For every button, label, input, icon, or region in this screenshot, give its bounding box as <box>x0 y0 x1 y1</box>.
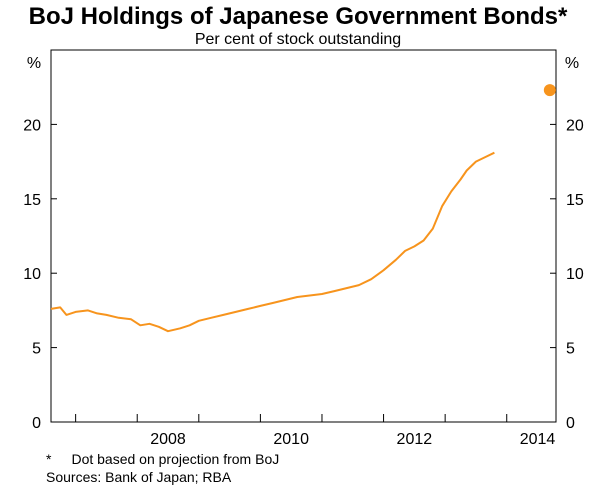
footnote-sources: Sources: Bank of Japan; RBA <box>46 469 231 485</box>
axis-ticks <box>51 123 556 423</box>
x-tick-label: 2014 <box>520 431 556 448</box>
chart-subtitle: Per cent of stock outstanding <box>195 31 401 48</box>
y-tick-label-left: 0 <box>32 415 41 432</box>
footnote-marker: * <box>46 451 52 467</box>
y-tick-label-right: 20 <box>566 117 584 134</box>
series-line <box>50 151 495 333</box>
x-tick-label: 2008 <box>150 431 186 448</box>
footnote-text: Dot based on projection from BoJ <box>71 451 280 467</box>
y-tick-label-right: 15 <box>566 192 584 209</box>
y-tick-label-right: 0 <box>566 415 575 432</box>
y-tick-label-left: 10 <box>23 266 41 283</box>
plot-area-frame <box>50 49 557 423</box>
projection-dot <box>543 84 556 97</box>
y-tick-label-right: 5 <box>566 341 575 358</box>
y-axis-unit-right: % <box>565 55 579 72</box>
y-axis-unit-left: % <box>27 55 41 72</box>
y-tick-label-left: 15 <box>23 192 41 209</box>
x-tick-label: 2012 <box>397 431 433 448</box>
axis-tick-labels: 0 0 5 5 10 10 15 15 20 20 2008 2010 2012 2014 <box>23 117 584 448</box>
y-tick-label-left: 5 <box>32 341 41 358</box>
y-tick-label-left: 20 <box>23 117 41 134</box>
x-tick-label: 2010 <box>273 431 309 448</box>
y-tick-label-right: 10 <box>566 266 584 283</box>
sources-text: Sources: Bank of Japan; RBA <box>46 469 232 485</box>
series-layer <box>50 84 556 333</box>
chart-title: BoJ Holdings of Japanese Government Bond… <box>29 3 568 30</box>
footnote-projection: * Dot based on projection from BoJ <box>46 451 279 467</box>
